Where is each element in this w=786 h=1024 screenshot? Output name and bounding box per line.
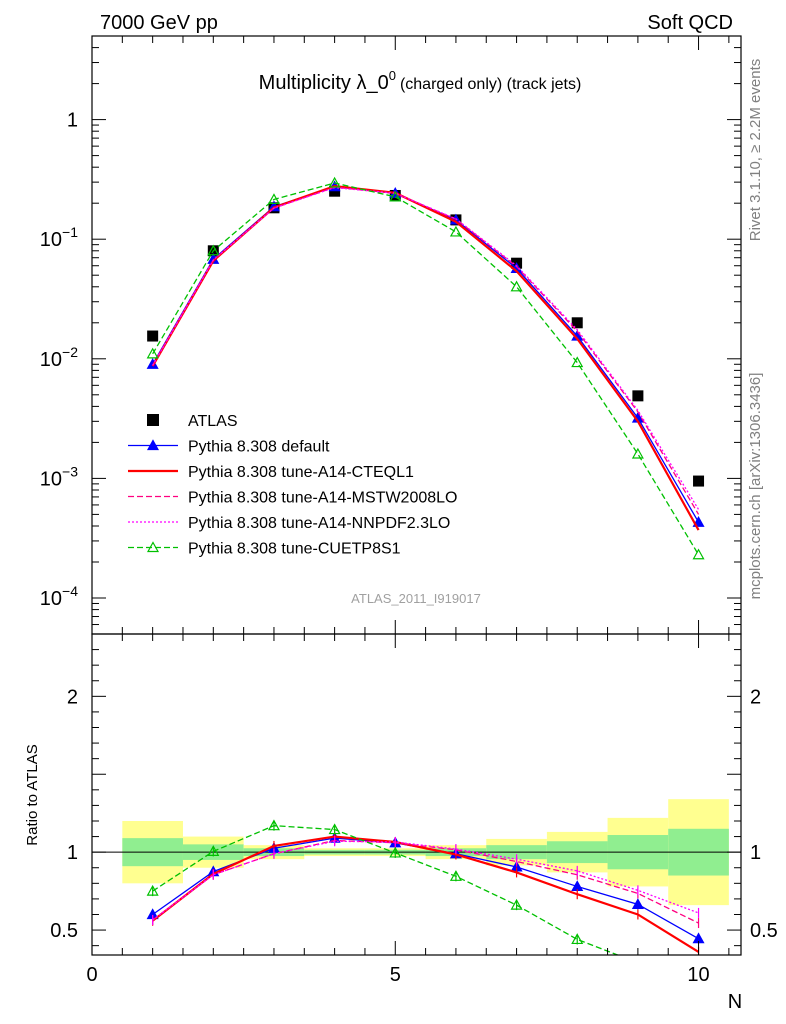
mcplots-label: mcplots.cern.ch [arXiv:1306.3436]: [747, 373, 764, 600]
x-tick-label: 0: [86, 964, 97, 986]
triangle-marker: [571, 933, 584, 945]
y-tick-label: 1: [67, 110, 78, 132]
ratio-y-tick-label: 2: [67, 686, 78, 708]
y-tick-label: 10−4: [40, 583, 78, 610]
series-pythia-8-308-tune-cuetp8s1: [146, 176, 705, 560]
ratio-y-tick-label-right: 0.5: [750, 920, 778, 942]
header-energy-label: 7000 GeV pp: [100, 12, 218, 34]
triangle-marker: [146, 884, 159, 896]
triangle-marker: [631, 898, 644, 909]
header-category-label: Soft QCD: [647, 12, 733, 34]
main-plot-area: [146, 176, 705, 560]
ratio-line: [152, 839, 699, 924]
y-tick-label: 10−1: [40, 224, 78, 251]
triangle-marker: [510, 280, 523, 292]
legend-item: Pythia 8.308 default: [128, 439, 330, 456]
title-superscript: 0: [389, 68, 396, 83]
legend-label: Pythia 8.308 tune-A14-NNPDF2.3LO: [188, 515, 450, 532]
triangle-marker: [267, 819, 280, 831]
y-tick-label: 10−3: [40, 463, 78, 490]
legend: ATLAS Pythia 8.308 default Pythia 8.308 tu…: [128, 413, 457, 558]
ratio-frame: [91, 633, 742, 956]
ratio-axes: 0 5 10 0.5 0.5 1 1 2 2: [50, 633, 778, 986]
ratio-plot-area: [92, 799, 741, 967]
triangle-marker: [146, 439, 160, 451]
ratio-line: [152, 840, 699, 921]
legend-label: Pythia 8.308 default: [188, 439, 330, 456]
analysis-label: ATLAS_2011_I919017: [351, 591, 481, 606]
series-pythia-8-308-tune-a14-nnpdf2-3lo: [152, 186, 700, 510]
rivet-label: Rivet 3.1.10, ≥ 2.2M events: [747, 59, 764, 242]
triangle-marker: [328, 176, 341, 188]
chart-title: Multiplicity λ_00 (charged only) (track j…: [259, 68, 582, 94]
x-tick-label: 10: [687, 964, 709, 986]
triangle-marker: [510, 898, 523, 910]
triangle-marker: [692, 548, 705, 560]
ratio-series-pythia-8-308-tune-a14-nnpdf2-3lo: [152, 836, 700, 925]
legend-label: ATLAS: [188, 413, 238, 430]
data-point: [693, 475, 705, 487]
triangle-marker: [207, 244, 220, 256]
triangle-marker: [449, 870, 462, 881]
x-axis-label: N: [728, 991, 742, 1013]
legend-item: Pythia 8.308 tune-CUETP8S1: [128, 541, 401, 558]
legend-label: Pythia 8.308 tune-A14-MSTW2008LO: [188, 490, 457, 507]
title-subtitle: (charged only) (track jets): [400, 76, 581, 93]
series-pythia-8-308-tune-a14-mstw2008lo: [152, 186, 700, 515]
title-main: Multiplicity λ_0: [259, 72, 389, 94]
ratio-y-tick-label: 0.5: [50, 920, 78, 942]
series-line: [152, 186, 700, 515]
y-tick-label: 10−2: [40, 344, 78, 371]
triangle-marker: [633, 958, 643, 967]
series-line: [152, 186, 700, 510]
ratio-y-tick-label-right: 2: [750, 686, 761, 708]
triangle-marker: [207, 845, 220, 856]
legend-item: Pythia 8.308 tune-A14-MSTW2008LO: [128, 490, 457, 507]
data-point: [632, 390, 644, 402]
ratio-y-tick-label-right: 1: [750, 842, 761, 864]
main-series: [146, 176, 705, 560]
legend-item: ATLAS: [147, 413, 238, 430]
legend-square-icon: [147, 414, 159, 426]
legend-label: Pythia 8.308 tune-CUETP8S1: [188, 541, 401, 558]
ratio-y-axis-label: Ratio to ATLAS: [24, 744, 41, 845]
triangle-marker: [267, 193, 280, 205]
triangle-marker: [631, 447, 644, 459]
data-point: [571, 317, 583, 329]
ratio-y-tick-label: 1: [67, 842, 78, 864]
legend-item: Pythia 8.308 tune-A14-CTEQL1: [128, 464, 414, 481]
triangle-marker: [146, 347, 159, 359]
triangle-marker: [328, 823, 341, 835]
triangle-marker: [146, 541, 160, 553]
ratio-line: [151, 835, 700, 953]
triangle-marker: [449, 225, 462, 237]
legend-label: Pythia 8.308 tune-A14-CTEQL1: [188, 464, 414, 481]
triangle-marker: [389, 190, 402, 202]
triangle-marker: [389, 846, 402, 858]
legend-item: Pythia 8.308 tune-A14-NNPDF2.3LO: [128, 515, 450, 532]
data-point: [147, 330, 159, 342]
x-tick-label: 5: [390, 964, 401, 986]
triangle-marker: [571, 356, 584, 368]
